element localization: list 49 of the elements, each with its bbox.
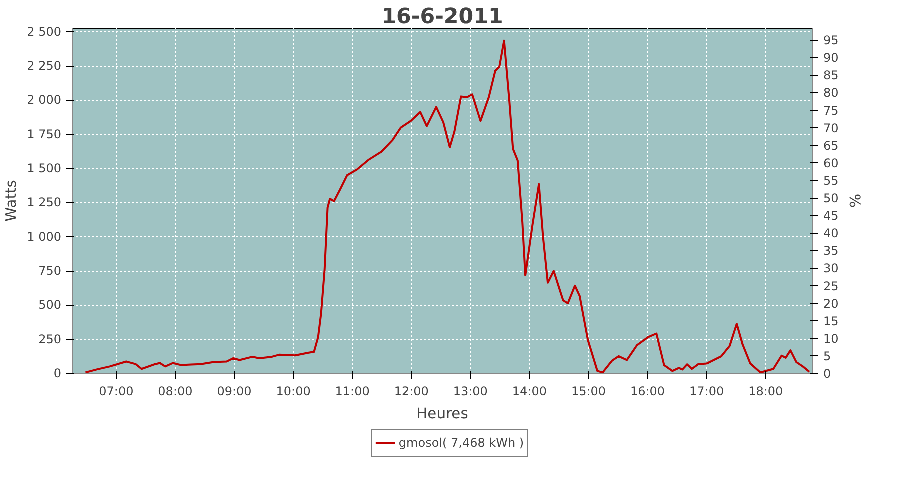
x-tick-label: 15:00: [571, 384, 606, 398]
y-tick-label: 0: [54, 366, 62, 380]
y2-axis-title: %: [846, 194, 863, 208]
line-series: [84, 40, 811, 374]
y2-tick-label: 0: [824, 367, 832, 381]
y2-tick-label: 40: [824, 226, 839, 241]
y-tick-label: 500: [38, 298, 62, 312]
y2-tick-label: 70: [824, 121, 839, 136]
x-tick-label: 16:00: [630, 384, 666, 398]
x-tick-label: 18:00: [748, 384, 784, 398]
y-tick-label: 1 750: [27, 127, 62, 142]
y2-tick-label: 90: [824, 51, 839, 66]
x-tick-label: 12:00: [394, 384, 429, 398]
y2-tick-label: 55: [824, 174, 839, 188]
y2-tick-label: 35: [824, 244, 839, 258]
y-tick-label: 1 000: [27, 230, 62, 244]
y2-tick-label: 30: [824, 262, 839, 276]
y2-tick-label: 25: [824, 279, 839, 294]
x-tick-label: 07:00: [99, 384, 134, 398]
y2-tick-label: 95: [824, 34, 839, 48]
y-tick-label: 2 500: [27, 24, 62, 39]
x-tick-label: 14:00: [512, 384, 548, 398]
x-tick-label: 17:00: [690, 384, 724, 398]
y2-tick-label: 20: [824, 296, 839, 311]
chart-title: 16-6-2011: [382, 4, 504, 30]
x-tick-label: 13:00: [453, 384, 488, 398]
y-tick-label: 1 250: [27, 196, 62, 210]
y-tick-label: 2 250: [27, 59, 62, 74]
y-tick-label: 1 500: [27, 162, 62, 176]
x-tick-label: 10:00: [276, 384, 311, 398]
x-axis-title: Heures: [416, 406, 468, 422]
y2-tick-label: 65: [824, 138, 839, 153]
y2-tick-label: 50: [824, 192, 839, 206]
y-tick-label: 750: [38, 264, 62, 278]
y2-tick-label: 75: [824, 104, 839, 118]
y-tick-label: 250: [38, 332, 62, 346]
legend-label: gmosol( 7,468 kWh ): [398, 436, 524, 450]
y2-tick-label: 60: [824, 156, 839, 170]
y2-tick-label: 45: [824, 209, 839, 224]
y2-tick-label: 5: [824, 349, 832, 364]
x-tick-label: 09:00: [217, 384, 252, 398]
y2-tick-label: 80: [824, 86, 839, 100]
y-tick-label: 2 000: [27, 93, 62, 108]
y2-tick-label: 85: [824, 68, 839, 83]
y2-tick-label: 15: [824, 314, 839, 328]
y-axis-title: Watts: [3, 180, 20, 222]
x-tick-label: 11:00: [335, 384, 370, 398]
x-tick-label: 08:00: [158, 384, 193, 398]
y2-tick-label: 10: [824, 332, 839, 346]
